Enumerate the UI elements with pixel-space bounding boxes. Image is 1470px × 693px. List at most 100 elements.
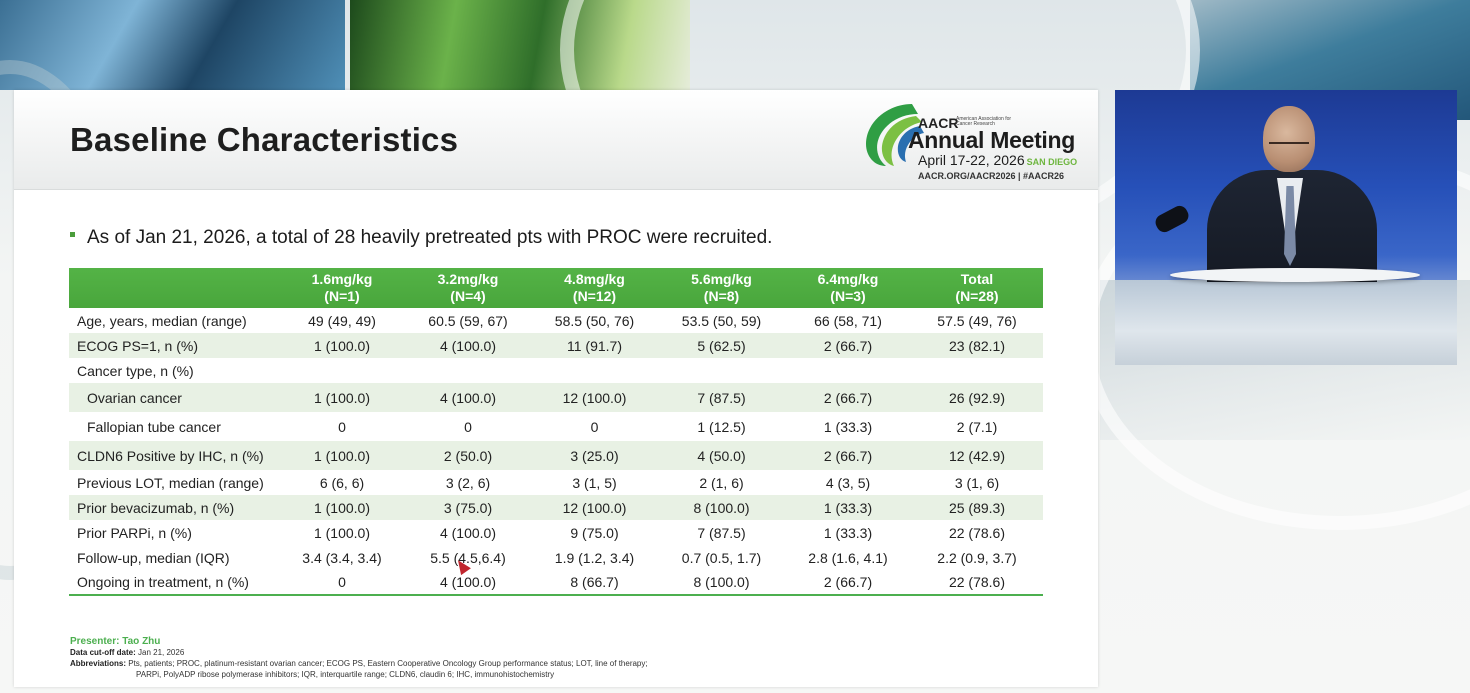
header-dose: Total <box>960 270 994 287</box>
table-cell: 23 (82.1) <box>911 333 1043 358</box>
square-bullet-icon <box>70 232 75 238</box>
table-header-cell: 1.6mg/kg (N=1) <box>279 268 405 308</box>
table-row: Ongoing in treatment, n (%) 0 4 (100.0) 8 (… <box>69 570 1043 596</box>
row-label: Age, years, median (range) <box>77 312 247 329</box>
table-header-cell: 6.4mg/kg (N=3) <box>785 268 911 308</box>
table-cell: 1.9 (1.2, 3.4) <box>554 549 635 566</box>
table-cell: 25 (89.3) <box>911 495 1043 520</box>
table-cell: 0 <box>338 418 346 435</box>
aacr-swirl-icon <box>866 104 924 166</box>
table-cell: 1 (12.5) <box>697 418 746 435</box>
table-cell: 57.5 (49, 76) <box>937 312 1017 329</box>
aacr-dates-text: April 17-22, 2026 <box>918 152 1025 168</box>
speaker-head <box>1263 106 1315 172</box>
presenter-line: Presenter: Tao Zhu <box>70 636 648 647</box>
header-dose: 1.6mg/kg <box>311 270 373 287</box>
table-row: Age, years, median (range) 49 (49, 49) 60.… <box>69 308 1043 333</box>
table-cell <box>531 358 658 383</box>
bullet-text: As of Jan 21, 2026, a total of 28 heavil… <box>87 227 773 248</box>
speaker-tie <box>1284 186 1296 266</box>
table-header-cell: 3.2mg/kg (N=4) <box>405 268 531 308</box>
microphone-icon <box>1152 203 1192 235</box>
table-cell: 4 (100.0) <box>405 333 531 358</box>
row-label: Follow-up, median (IQR) <box>77 549 230 566</box>
aacr-logo: AACR American Association for Cancer Res… <box>860 98 1090 186</box>
table-cell: 1 (100.0) <box>279 441 405 470</box>
table-header-cell: 4.8mg/kg (N=12) <box>531 268 658 308</box>
abbreviations-line: Abbreviations: Pts, patients; PROC, plat… <box>70 658 648 669</box>
table-row: Follow-up, median (IQR) 3.4 (3.4, 3.4) 5.5… <box>69 545 1043 570</box>
header-dose: 5.6mg/kg <box>691 270 752 287</box>
table-cell: 4 (100.0) <box>405 383 531 412</box>
bullet-point: As of Jan 21, 2026, a total of 28 heavil… <box>70 227 772 249</box>
table-cell: 1 (100.0) <box>279 333 405 358</box>
row-label: CLDN6 Positive by IHC, n (%) <box>69 441 279 470</box>
table-cell: 7 (87.5) <box>658 383 785 412</box>
row-label: Ovarian cancer <box>69 383 279 412</box>
banner-photo-lab <box>0 0 345 90</box>
header-count: (N=3) <box>830 287 866 304</box>
table-cell <box>911 358 1043 383</box>
row-label: Prior bevacizumab, n (%) <box>69 495 279 520</box>
baseline-table: 1.6mg/kg (N=1) 3.2mg/kg (N=4) 4.8mg/kg (N=12)… <box>69 268 1043 596</box>
table-row: Prior bevacizumab, n (%) 1 (100.0) 3 (75.0… <box>69 495 1043 520</box>
row-label: Cancer type, n (%) <box>77 362 194 379</box>
table-cell: 1 (33.3) <box>823 418 873 435</box>
table-cell: 1 (33.3) <box>823 524 873 541</box>
table-cell: 11 (91.7) <box>531 333 658 358</box>
table-cell: 8 (100.0) <box>658 495 785 520</box>
abbreviations-text-1: Pts, patients; PROC, platinum-resistant … <box>128 659 648 668</box>
table-cell: 5 (62.5) <box>658 333 785 358</box>
table-cell: 1 (100.0) <box>279 495 405 520</box>
presentation-slide: Baseline Characteristics AACR American A… <box>14 90 1098 687</box>
table-header-row: 1.6mg/kg (N=1) 3.2mg/kg (N=4) 4.8mg/kg (N=12)… <box>69 268 1043 308</box>
header-dose: 4.8mg/kg <box>564 270 625 287</box>
table-row: Ovarian cancer 1 (100.0) 4 (100.0) 12 (100.… <box>69 383 1043 412</box>
podium <box>1170 268 1420 282</box>
aacr-city: SAN DIEGO <box>1026 157 1078 167</box>
table-cell: 2 (7.1) <box>956 418 998 435</box>
table-cell: 4 (100.0) <box>439 524 497 541</box>
table-cell: 2.8 (1.6, 4.1) <box>808 549 888 566</box>
row-label: Prior PARPi, n (%) <box>77 524 192 541</box>
table-cell: 0.7 (0.5, 1.7) <box>681 549 762 566</box>
table-cell <box>785 358 911 383</box>
table-cell: 2 (66.7) <box>785 383 911 412</box>
table-cell: 9 (75.0) <box>570 524 619 541</box>
header-count: (N=12) <box>572 287 617 304</box>
table-cell: 2 (1, 6) <box>699 474 744 491</box>
row-label: Previous LOT, median (range) <box>77 474 264 491</box>
aacr-org-name: American Association for Cancer Research <box>956 116 1012 127</box>
header-count: (N=28) <box>955 287 999 304</box>
table-cell: 2.2 (0.9, 3.7) <box>937 549 1017 566</box>
row-label: ECOG PS=1, n (%) <box>69 333 279 358</box>
table-cell: 0 <box>464 418 472 435</box>
table-cell: 3.4 (3.4, 3.4) <box>302 549 382 566</box>
table-cell: 66 (58, 71) <box>814 312 882 329</box>
header-count: (N=8) <box>703 287 740 304</box>
aacr-meeting-title: Annual Meeting <box>908 127 1076 153</box>
table-row: Prior PARPi, n (%) 1 (100.0) 4 (100.0) 9 (7… <box>69 520 1043 545</box>
video-background-screen <box>1115 280 1457 365</box>
table-cell: 58.5 (50, 76) <box>554 312 635 329</box>
cutoff-label: Data cut-off date: <box>70 648 136 657</box>
table-cell: 2 (66.7) <box>785 570 911 596</box>
aacr-meeting-dates: April 17-22, 2026 SAN DIEGO <box>918 152 1077 168</box>
table-cell: 0 <box>590 418 599 435</box>
header-dose: 6.4mg/kg <box>817 270 879 287</box>
header-count: (N=1) <box>324 287 360 304</box>
table-header-cell: 5.6mg/kg (N=8) <box>658 268 785 308</box>
header-count: (N=4) <box>450 287 486 304</box>
table-cell: 12 (42.9) <box>911 441 1043 470</box>
slide-title: Baseline Characteristics <box>70 121 459 158</box>
cutoff-value: Jan 21, 2026 <box>138 648 185 657</box>
table-cell <box>279 358 405 383</box>
table-cell: 4 (50.0) <box>658 441 785 470</box>
table-cell: 3 (2, 6) <box>445 474 491 491</box>
table-header-cell <box>69 268 279 308</box>
speaker-glasses <box>1269 142 1309 150</box>
table-header-cell: Total (N=28) <box>911 268 1043 308</box>
table-cell <box>658 358 785 383</box>
table-cell: 1 (100.0) <box>279 383 405 412</box>
table-row: CLDN6 Positive by IHC, n (%) 1 (100.0) 2 (… <box>69 441 1043 470</box>
